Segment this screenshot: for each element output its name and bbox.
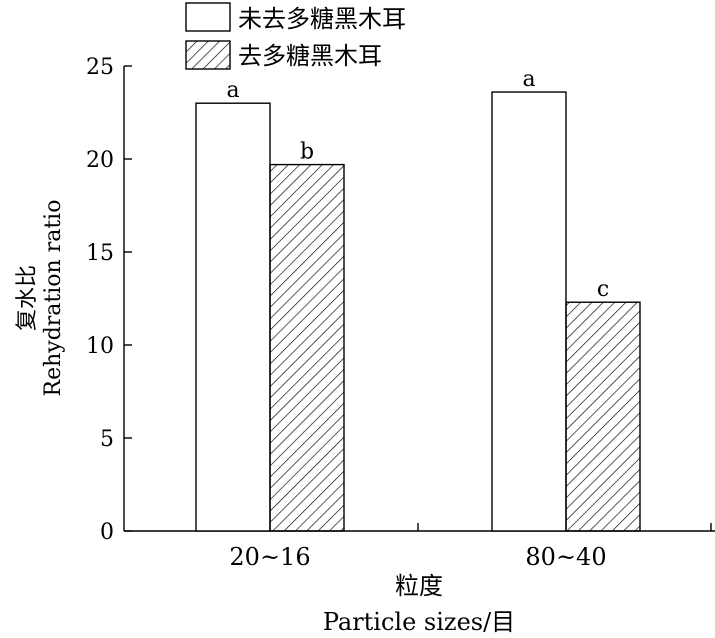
legend-item-plain: 未去多糖黑木耳 bbox=[185, 2, 406, 33]
y-tick-label: 15 bbox=[86, 241, 114, 266]
x-ticks bbox=[417, 523, 712, 531]
bars bbox=[195, 91, 641, 532]
significance-label: b bbox=[300, 140, 314, 165]
legend-item-hatched: 去多糖黑木耳 bbox=[185, 40, 382, 70]
significance-label: a bbox=[226, 78, 239, 103]
y-tick-label: 25 bbox=[86, 55, 114, 80]
legend-label-hatched: 去多糖黑木耳 bbox=[238, 42, 382, 70]
y-tick-label: 10 bbox=[86, 334, 114, 359]
y-tick-label: 20 bbox=[86, 148, 114, 173]
bar-hatched-0 bbox=[269, 163, 345, 532]
significance-label: c bbox=[597, 277, 609, 302]
category-label: 20~16 bbox=[229, 543, 310, 571]
bar-plain-1 bbox=[491, 91, 567, 532]
y-axis-title-cn: 复水比 bbox=[15, 265, 40, 331]
legend-swatch-hatched bbox=[185, 40, 231, 70]
legend-swatch-plain bbox=[185, 2, 231, 32]
bar-hatched-1 bbox=[565, 301, 641, 532]
y-tick-label: 0 bbox=[100, 520, 114, 545]
y-axis-title-en: Rehydration ratio bbox=[41, 200, 66, 397]
legend-label-plain: 未去多糖黑木耳 bbox=[238, 5, 406, 33]
x-axis-title-cn: 粒度 bbox=[395, 572, 443, 600]
x-axis-title-en: Particle sizes/目 bbox=[323, 608, 515, 636]
y-ticks: 0 5 10 15 20 25 bbox=[86, 55, 132, 545]
category-labels: 20~16 80~40 bbox=[229, 543, 606, 571]
legend: 未去多糖黑木耳 去多糖黑木耳 bbox=[185, 2, 406, 70]
significance-label: a bbox=[522, 67, 535, 92]
y-tick-label: 5 bbox=[100, 427, 114, 452]
category-label: 80~40 bbox=[525, 543, 606, 571]
bar-plain-0 bbox=[195, 102, 271, 532]
y-axis-title-en-group: Rehydration ratio bbox=[41, 200, 66, 397]
y-axis-title-cn-group: 复水比 bbox=[15, 265, 40, 331]
significance-labels: a b a c bbox=[226, 67, 609, 302]
